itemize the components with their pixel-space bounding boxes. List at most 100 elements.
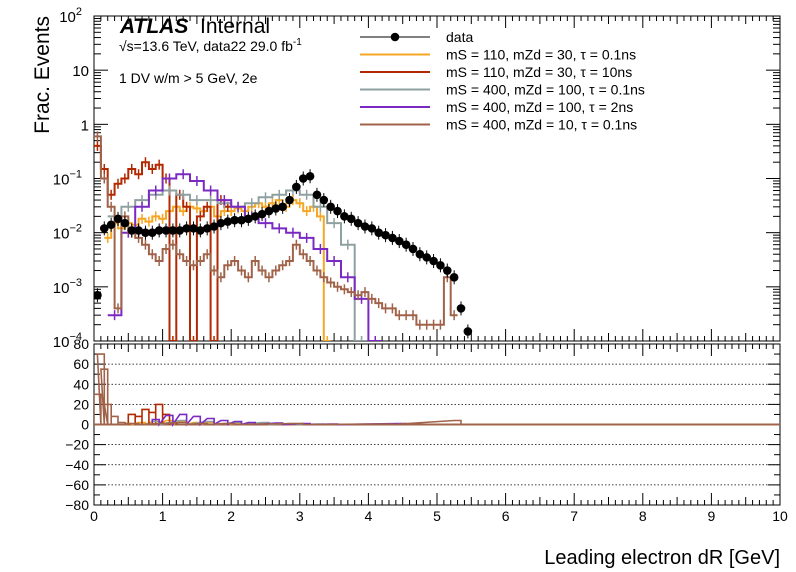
data-point xyxy=(94,290,102,300)
y-tick-exponent: −4 xyxy=(69,331,82,343)
y-tick-base: 10 xyxy=(53,334,70,351)
data-point xyxy=(134,226,143,235)
ratio-series-group xyxy=(94,353,780,428)
y-tick-base: 10 xyxy=(53,172,70,189)
data-point xyxy=(353,218,363,228)
data-point xyxy=(216,218,226,228)
y-tick-base: 10 xyxy=(72,63,89,80)
data-point xyxy=(106,220,116,230)
data-point xyxy=(237,215,246,225)
data-point xyxy=(456,304,466,313)
data-point xyxy=(278,202,287,212)
x-tick-label: 6 xyxy=(502,508,510,524)
experiment-label: ATLAS xyxy=(119,15,188,38)
y-tick-base: 10 xyxy=(53,280,70,297)
data-point xyxy=(408,244,418,254)
data-point xyxy=(113,214,123,224)
data-point xyxy=(429,256,438,266)
data-point xyxy=(161,226,171,235)
data-point xyxy=(264,206,274,216)
y-tick-base: 10 xyxy=(53,226,70,243)
data-point xyxy=(189,224,198,233)
x-tick-label: 10 xyxy=(772,508,788,524)
data-point xyxy=(285,195,294,205)
data-point xyxy=(257,209,267,219)
y-tick-base: 1 xyxy=(81,117,89,134)
x-tick-label: 8 xyxy=(639,508,647,524)
data-point xyxy=(244,214,253,224)
x-axis-title: Leading electron dR [GeV] xyxy=(544,547,780,569)
ratio-y-tick-label: 80 xyxy=(73,336,89,352)
y-tick-base: 10 xyxy=(59,9,76,26)
energy-label: √s=13.6 TeV, data22 29.0 fb xyxy=(119,38,293,54)
ratio-y-tick-label: −20 xyxy=(65,437,89,453)
data-point xyxy=(141,228,150,237)
data-point xyxy=(463,327,473,336)
y-tick-label: 1 xyxy=(81,117,89,134)
legend-label: mS = 110, mZd = 30, τ = 0.1ns xyxy=(446,47,636,63)
ratio-y-tick-label: −60 xyxy=(65,477,89,493)
ratio-series-line xyxy=(94,353,462,426)
ratio-y-tick-label: 40 xyxy=(73,376,89,392)
legend-entry: data xyxy=(360,29,473,45)
data-point xyxy=(230,215,239,225)
data-point xyxy=(202,224,212,233)
data-point xyxy=(168,226,178,235)
data-point xyxy=(319,195,329,205)
data-point xyxy=(442,266,452,275)
data-point xyxy=(223,217,233,226)
data-point xyxy=(360,222,370,231)
legend-entry: mS = 400, mZd = 100, τ = 0.1ns xyxy=(360,82,645,98)
y-tick-label: 10−2 xyxy=(53,223,82,243)
data-point xyxy=(292,182,301,192)
energy-lumi-label: √s=13.6 TeV, data22 29.0 fb-1 xyxy=(119,37,302,54)
x-tick-label: 7 xyxy=(570,508,578,524)
x-tick-label: 5 xyxy=(433,508,441,524)
legend-entry: mS = 110, mZd = 30, τ = 0.1ns xyxy=(360,47,636,63)
y-tick-exponent: 2 xyxy=(76,6,82,18)
data-point xyxy=(340,212,349,221)
ratio-series-line xyxy=(127,403,178,425)
data-point xyxy=(326,202,335,212)
y-tick-label: 102 xyxy=(59,6,82,26)
data-point xyxy=(401,240,411,249)
lumi-superscript: -1 xyxy=(293,37,302,48)
legend-label: mS = 400, mZd = 100, τ = 0.1ns xyxy=(446,82,645,98)
data-point xyxy=(250,212,260,221)
data-point xyxy=(436,260,445,270)
data-point xyxy=(367,224,377,233)
main-plot-frame xyxy=(93,15,781,342)
x-tick-label: 3 xyxy=(296,508,304,524)
ratio-y-tick-label: 20 xyxy=(73,396,89,412)
data-point xyxy=(154,226,164,235)
legend-entry: mS = 110, mZd = 30, τ = 10ns xyxy=(360,64,632,80)
y-tick-exponent: −2 xyxy=(69,223,82,235)
data-point xyxy=(271,204,281,213)
data-point xyxy=(148,228,157,237)
legend-label: mS = 110, mZd = 30, τ = 10ns xyxy=(446,64,632,80)
ratio-y-tick-label: 0 xyxy=(81,417,89,433)
legend-entry: mS = 400, mZd = 10, τ = 0.1ns xyxy=(360,117,637,133)
status-label: Internal xyxy=(200,15,270,38)
data-point xyxy=(388,233,397,243)
data-point xyxy=(394,236,404,246)
data-point xyxy=(99,224,109,233)
data-point xyxy=(127,226,137,235)
data-point xyxy=(175,226,185,235)
data-point xyxy=(346,214,356,224)
legend-entry: mS = 400, mZd = 100, τ = 2ns xyxy=(360,99,633,115)
data-point xyxy=(415,249,425,259)
ratio-y-tick-label: −40 xyxy=(65,457,89,473)
selection-label: 1 DV w/m > 5 GeV, 2e xyxy=(119,70,258,86)
data-point xyxy=(449,272,459,282)
y-tick-exponent: −1 xyxy=(69,169,82,181)
data-point xyxy=(374,228,383,237)
x-tick-label: 9 xyxy=(708,508,716,524)
x-tick-label: 4 xyxy=(365,508,373,524)
y-tick-exponent: −3 xyxy=(69,277,82,289)
data-point xyxy=(120,218,130,228)
legend-label: mS = 400, mZd = 100, τ = 2ns xyxy=(446,99,633,115)
